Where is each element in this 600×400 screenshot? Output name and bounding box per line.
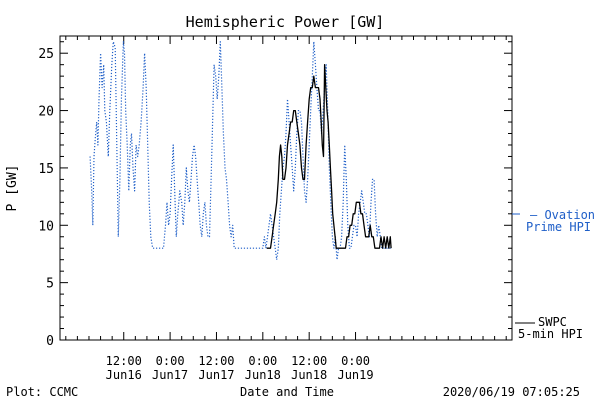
x-axis-label: Date and Time: [240, 385, 334, 399]
legend-swpc-line1: SWPC: [538, 315, 567, 329]
x-tick-label-time: 0:00: [341, 354, 370, 368]
x-tick-label-date: Jun19: [337, 368, 373, 382]
x-tick-label-date: Jun18: [291, 368, 327, 382]
legend-ovation-line1: — Ovation: [530, 208, 595, 222]
x-tick-label-date: Jun18: [245, 368, 281, 382]
footer-plot-source: Plot: CCMC: [6, 385, 78, 399]
x-tick-label-date: Jun16: [106, 368, 142, 382]
y-axis-label: P [GW]: [5, 165, 20, 212]
y-tick-label: 20: [38, 105, 54, 120]
x-tick-label-time: 0:00: [156, 354, 185, 368]
y-tick-label: 0: [46, 334, 54, 349]
y-tick-label: 10: [38, 219, 54, 234]
x-tick-label-time: 0:00: [248, 354, 277, 368]
y-axis-ticks: 0 5 10 15 20 25: [38, 41, 512, 349]
x-tick-label-time: 12:00: [198, 354, 234, 368]
x-tick-label-time: 12:00: [106, 354, 142, 368]
plot-frame: [59, 35, 513, 341]
x-tick-label-date: Jun17: [198, 368, 234, 382]
series-swpc-5min-hpi: [266, 64, 392, 249]
legend-ovation-line2: Prime HPI: [526, 220, 591, 234]
series-ovation-prime-hpi: [89, 41, 392, 261]
x-tick-label-time: 12:00: [291, 354, 327, 368]
chart-title: Hemispheric Power [GW]: [186, 13, 385, 31]
y-tick-label: 25: [38, 47, 54, 62]
legend: — Ovation Prime HPI SWPC 5-min HPI: [512, 208, 595, 341]
x-tick-label-date: Jun17: [152, 368, 188, 382]
y-tick-label: 15: [38, 162, 54, 177]
y-tick-label: 5: [46, 277, 54, 292]
series-layer: [89, 41, 392, 261]
x-axis-ticks: 12:00Jun160:00Jun1712:00Jun170:00Jun1812…: [65, 36, 507, 382]
footer-timestamp: 2020/06/19 07:05:25: [443, 385, 580, 399]
legend-swpc-line2: 5-min HPI: [518, 327, 583, 341]
